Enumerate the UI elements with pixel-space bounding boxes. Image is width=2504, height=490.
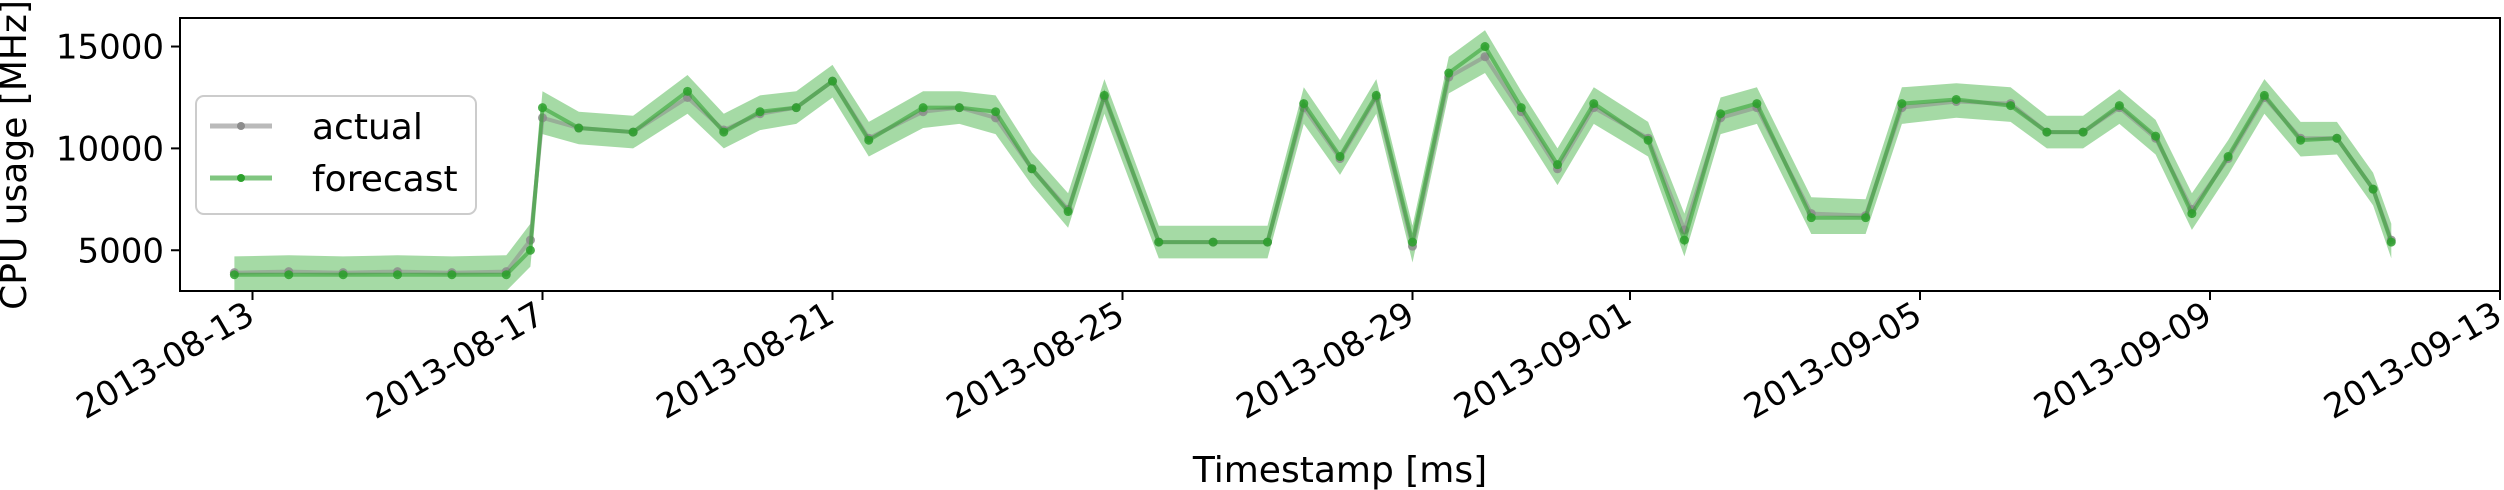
forecast-point	[1679, 235, 1689, 245]
forecast-point	[1716, 109, 1726, 119]
forecast-point	[2368, 184, 2378, 194]
forecast-point	[1444, 68, 1454, 78]
forecast-point	[2332, 133, 2342, 143]
forecast-point	[1099, 90, 1109, 100]
forecast-point	[1752, 99, 1762, 109]
legend-forecast-label: forecast	[312, 159, 458, 200]
forecast-band	[234, 30, 2392, 291]
legend-forecast-marker	[237, 174, 245, 182]
forecast-point	[1027, 164, 1037, 174]
legend-actual-marker	[237, 122, 245, 130]
forecast-point	[1861, 213, 1871, 223]
forecast-point	[2187, 209, 2197, 219]
x-tick-label: 2013-08-25	[940, 294, 1131, 427]
forecast-point	[284, 270, 294, 280]
forecast-point	[1897, 99, 1907, 109]
forecast-fill-layer	[234, 30, 2392, 291]
forecast-point	[447, 270, 457, 280]
plot-frame	[179, 17, 2501, 292]
y-axis-label: CPU usage [MHz]	[0, 0, 35, 310]
forecast-point	[1643, 135, 1653, 145]
forecast-point	[683, 86, 692, 96]
forecast-point	[2114, 101, 2124, 111]
forecast-point	[525, 245, 535, 255]
forecast-point	[918, 103, 928, 113]
forecast-point	[2223, 152, 2233, 162]
forecast-point	[864, 135, 874, 145]
forecast-point	[2006, 101, 2016, 111]
x-tick-label: 2013-08-29	[1230, 294, 1421, 427]
forecast-point	[338, 270, 348, 280]
x-tick-label: 2013-08-21	[650, 294, 841, 427]
forecast-point	[1553, 160, 1562, 170]
x-tick-label: 2013-08-13	[70, 294, 261, 427]
forecast-point	[1063, 207, 1073, 217]
y-axis: 5000 10000 15000	[56, 28, 180, 271]
x-tick-label: 2013-09-09	[2027, 294, 2218, 427]
forecast-point	[538, 103, 547, 113]
legend-actual-label: actual	[312, 107, 423, 148]
forecast-point	[2042, 127, 2052, 137]
forecast-point	[991, 107, 1001, 117]
x-axis: 2013-08-13 2013-08-17 2013-08-21 2013-08-25…	[70, 291, 2504, 428]
forecast-point	[2386, 237, 2396, 247]
forecast-point	[1806, 213, 1816, 223]
forecast-point	[719, 127, 729, 137]
forecast-point	[501, 270, 511, 280]
forecast-point	[1154, 237, 1164, 247]
y-tick-label: 10000	[56, 129, 164, 169]
forecast-point	[755, 107, 765, 117]
forecast-point	[1299, 99, 1309, 109]
forecast-point	[229, 270, 239, 280]
actual-series-line	[234, 54, 2394, 275]
x-tick-label: 2013-09-05	[1737, 294, 1928, 427]
forecast-point	[2259, 90, 2269, 100]
y-tick-label: 15000	[56, 28, 164, 68]
forecast-point	[1263, 237, 1272, 247]
series-layer	[229, 42, 2396, 280]
forecast-point	[954, 103, 964, 113]
forecast-point	[393, 270, 402, 280]
x-tick-label: 2013-09-13	[2317, 294, 2504, 427]
forecast-point	[791, 103, 801, 113]
forecast-point	[628, 127, 638, 137]
actual-point	[1480, 52, 1490, 62]
y-tick-label: 5000	[77, 231, 164, 271]
forecast-point	[1951, 94, 1961, 104]
x-tick-label: 2013-08-17	[360, 294, 551, 427]
forecast-point	[828, 76, 837, 86]
forecast-point	[1589, 99, 1599, 109]
forecast-point	[2151, 131, 2161, 141]
forecast-point	[1516, 103, 1526, 113]
x-tick-label: 2013-09-01	[1447, 294, 1638, 427]
legend: actual forecast	[195, 95, 477, 215]
forecast-point	[574, 123, 584, 133]
forecast-point	[1480, 42, 1490, 52]
forecast-series-line	[234, 43, 2394, 277]
forecast-point	[1208, 237, 1218, 247]
forecast-point	[2296, 135, 2306, 145]
forecast-point	[1408, 237, 1417, 247]
forecast-point	[2078, 127, 2088, 137]
forecast-point	[1335, 152, 1345, 162]
x-axis-label: Timestamp [ms]	[1192, 450, 1487, 490]
forecast-point	[1371, 90, 1381, 100]
